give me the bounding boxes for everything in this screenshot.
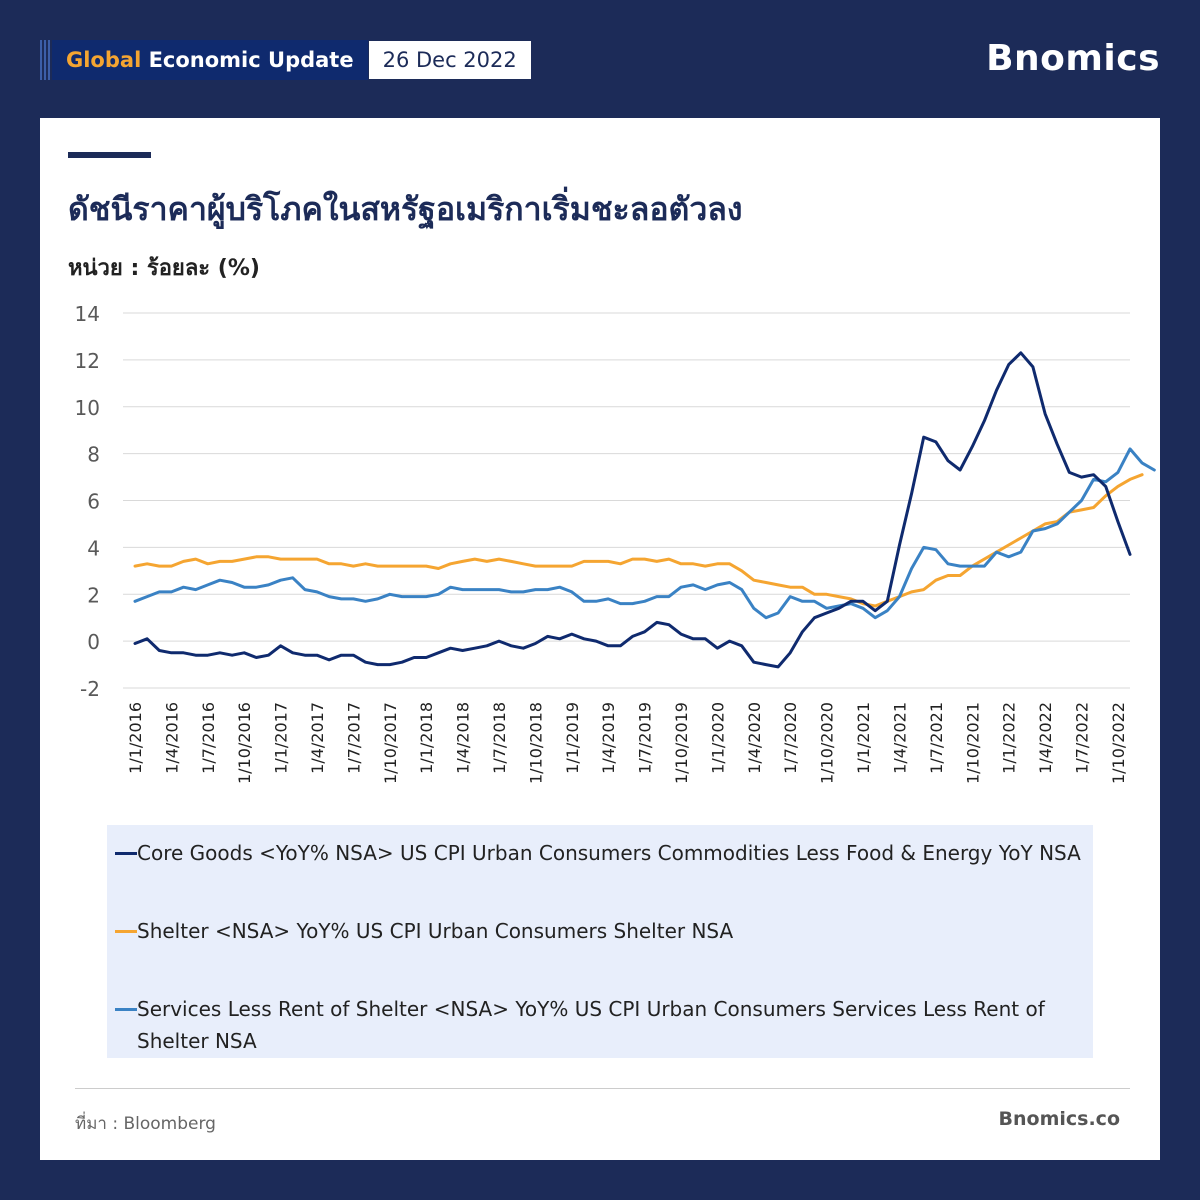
y-tick-label: 6 xyxy=(87,490,100,514)
x-tick-label: 1/7/2020 xyxy=(781,702,800,774)
legend: Core Goods <YoY% NSA> US CPI Urban Consu… xyxy=(107,825,1093,1058)
y-tick-label: 14 xyxy=(75,302,100,326)
legend-item-core-goods: Core Goods <YoY% NSA> US CPI Urban Consu… xyxy=(115,837,1085,869)
tag-stripes xyxy=(40,40,52,80)
x-tick-label: 1/7/2021 xyxy=(927,702,946,774)
x-tick-label: 1/1/2022 xyxy=(1000,702,1019,774)
series-line-2 xyxy=(133,447,1156,620)
x-tick-label: 1/1/2021 xyxy=(854,702,873,774)
tag-label: Global Economic Update xyxy=(52,40,368,80)
x-tick-label: 1/4/2020 xyxy=(745,702,764,774)
legend-item-services: Services Less Rent of Shelter <NSA> YoY%… xyxy=(115,993,1085,1057)
legend-swatch xyxy=(115,930,137,933)
x-tick-label: 1/7/2017 xyxy=(344,702,363,774)
unit-label: หน่วย : ร้อยละ (%) xyxy=(68,256,260,281)
source-label: ที่มา : Bloomberg xyxy=(75,1114,216,1134)
x-tick-label: 1/7/2022 xyxy=(1072,702,1091,774)
x-tick-label: 1/10/2022 xyxy=(1109,702,1128,784)
tag-accent: Global xyxy=(66,48,142,72)
x-tick-label: 1/10/2020 xyxy=(818,702,837,784)
x-tick-label: 1/1/2017 xyxy=(272,702,291,774)
y-tick-label: 8 xyxy=(87,443,100,467)
x-tick-label: 1/1/2020 xyxy=(708,702,727,774)
y-tick-label: 0 xyxy=(87,630,100,654)
legend-label: Shelter <NSA> YoY% US CPI Urban Consumer… xyxy=(137,919,734,943)
x-tick-label: 1/4/2021 xyxy=(890,702,909,774)
x-tick-label: 1/1/2019 xyxy=(563,702,582,774)
legend-label: Core Goods <YoY% NSA> US CPI Urban Consu… xyxy=(137,841,1081,865)
y-tick-label: -2 xyxy=(80,677,100,701)
x-tick-label: 1/10/2019 xyxy=(672,702,691,784)
tag-rest: Economic Update xyxy=(148,48,354,72)
x-tick-label: 1/7/2016 xyxy=(199,702,218,774)
x-tick-label: 1/7/2019 xyxy=(636,702,655,774)
x-tick-label: 1/10/2016 xyxy=(235,702,254,784)
brand-logo: Bnomics xyxy=(986,38,1160,79)
x-tick-label: 1/10/2018 xyxy=(526,702,545,784)
footer-rule xyxy=(75,1088,1130,1089)
x-tick-label: 1/4/2019 xyxy=(599,702,618,774)
site-label: Bnomics.co xyxy=(998,1108,1120,1130)
line-chart: 14 12 10 8 6 4 2 0 -2 1/1/2016 1/4/2016 1/7/2016 1/1… xyxy=(75,302,1156,784)
legend-label: Services Less Rent of Shelter <NSA> YoY%… xyxy=(137,997,1045,1053)
x-tick-label: 1/4/2022 xyxy=(1036,702,1055,774)
x-tick-label: 1/1/2018 xyxy=(417,702,436,774)
y-tick-label: 2 xyxy=(87,583,100,607)
report-tag: Global Economic Update 26 Dec 2022 xyxy=(40,40,532,80)
x-tick-label: 1/4/2017 xyxy=(308,702,327,774)
y-tick-label: 4 xyxy=(87,536,100,560)
legend-swatch xyxy=(115,852,137,855)
x-tick-label: 1/4/2016 xyxy=(162,702,181,774)
chart-title: ดัชนีราคาผู้บริโภคในสหรัฐอเมริกาเริ่มชะล… xyxy=(68,190,743,228)
x-tick-label: 1/4/2018 xyxy=(454,702,473,774)
title-rule xyxy=(68,152,151,158)
x-tick-label: 1/10/2017 xyxy=(381,702,400,784)
x-tick-label: 1/10/2021 xyxy=(963,702,982,784)
series-line-0 xyxy=(133,351,1132,669)
y-tick-label: 12 xyxy=(75,349,100,373)
y-tick-label: 10 xyxy=(75,396,100,420)
report-date: 26 Dec 2022 xyxy=(367,40,532,80)
x-tick-label: 1/1/2016 xyxy=(126,702,145,774)
chart-card: ดัชนีราคาผู้บริโภคในสหรัฐอเมริกาเริ่มชะล… xyxy=(40,118,1160,1160)
x-tick-label: 1/7/2018 xyxy=(490,702,509,774)
legend-swatch xyxy=(115,1008,137,1011)
legend-item-shelter: Shelter <NSA> YoY% US CPI Urban Consumer… xyxy=(115,915,1085,947)
series-line-1 xyxy=(133,473,1144,608)
